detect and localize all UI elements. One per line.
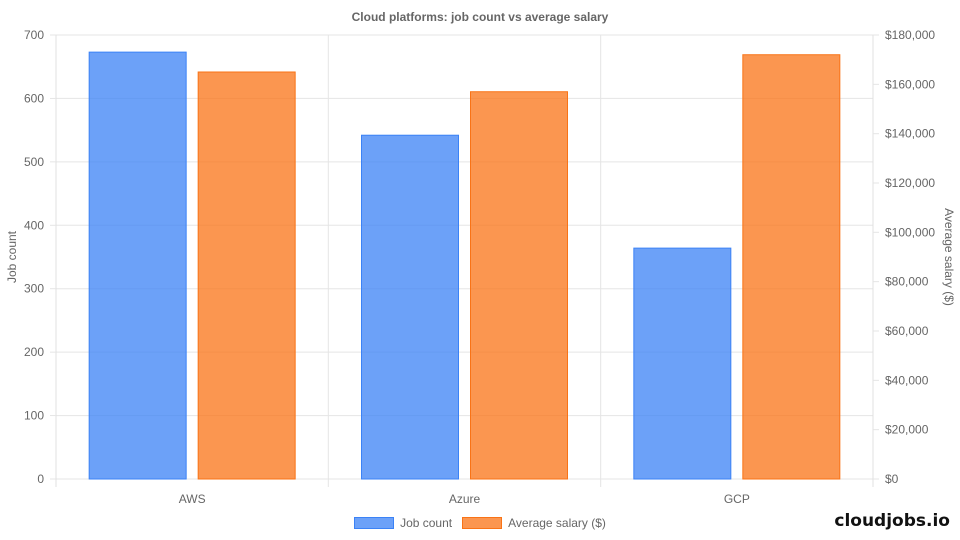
chart-title: Cloud platforms: job count vs average sa…	[351, 10, 609, 24]
x-axis: AWS Azure GCP	[179, 492, 750, 506]
right-tick-label: $160,000	[885, 77, 935, 91]
left-tick-label: 500	[24, 155, 44, 169]
left-tick-label: 0	[37, 472, 44, 486]
grid-lines	[55, 34, 874, 487]
right-tick-label: $180,000	[885, 28, 935, 42]
bar-job-count[interactable]	[633, 247, 732, 480]
legend-label: Average salary ($)	[508, 516, 606, 530]
legend-swatch-job-count	[354, 517, 395, 529]
bar-job-count[interactable]	[88, 51, 187, 480]
right-tick-label: $80,000	[885, 275, 929, 289]
legend: Job count Average salary ($)	[0, 516, 960, 530]
x-tick-label: Azure	[449, 492, 481, 506]
left-tick-label: 700	[24, 28, 44, 42]
right-tick-label: $60,000	[885, 324, 929, 338]
right-tick-label: $140,000	[885, 127, 935, 141]
x-tick-label: GCP	[724, 492, 750, 506]
right-tick-label: $20,000	[885, 423, 929, 437]
bars	[88, 51, 841, 480]
right-tick-label: $120,000	[885, 176, 935, 190]
left-tick-label: 400	[24, 218, 44, 232]
left-axis-title: Job count	[5, 230, 19, 283]
right-tick-label: $100,000	[885, 225, 935, 239]
legend-swatch-average-salary	[462, 517, 503, 529]
right-tick-label: $40,000	[885, 373, 929, 387]
brand-logo: cloudjobs.io	[834, 511, 950, 531]
left-tick-label: 100	[24, 409, 44, 423]
left-tick-label: 300	[24, 282, 44, 296]
x-tick-label: AWS	[179, 492, 206, 506]
bar-average-salary[interactable]	[742, 54, 841, 480]
left-tick-label: 600	[24, 91, 44, 105]
legend-item-average-salary[interactable]: Average salary ($)	[462, 516, 606, 530]
right-y-axis: $0 $20,000 $40,000 $60,000 $80,000 $100,000 $1…	[873, 28, 935, 486]
left-tick-label: 200	[24, 345, 44, 359]
right-tick-label: $0	[885, 472, 899, 486]
legend-label: Job count	[400, 516, 453, 530]
bar-average-salary[interactable]	[197, 71, 296, 480]
legend-item-job-count[interactable]: Job count	[354, 516, 452, 530]
bar-job-count[interactable]	[361, 134, 459, 480]
bar-average-salary[interactable]	[470, 91, 568, 480]
right-axis-title: Average salary ($)	[942, 208, 956, 306]
left-y-axis: 0 100 200 300 400 500 600 700	[24, 28, 56, 486]
